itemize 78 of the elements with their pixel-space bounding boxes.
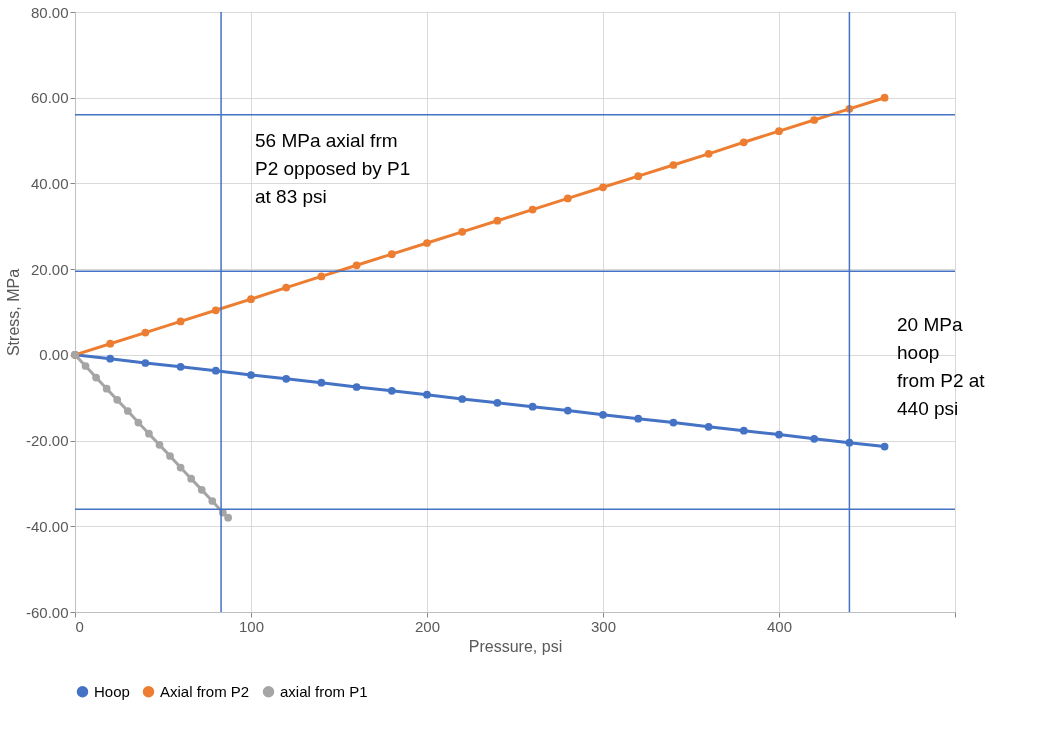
point xyxy=(141,328,150,337)
point xyxy=(423,239,431,247)
point xyxy=(141,359,150,367)
point xyxy=(166,452,174,460)
x-tick-label: 200 xyxy=(414,617,441,635)
point xyxy=(669,161,678,169)
point xyxy=(211,306,220,315)
point xyxy=(599,183,607,192)
point xyxy=(599,410,607,419)
point xyxy=(458,395,467,403)
point xyxy=(352,261,361,270)
point xyxy=(317,272,326,281)
x-tick-label: 300 xyxy=(590,617,617,635)
point xyxy=(493,216,502,225)
point xyxy=(880,93,889,102)
point xyxy=(176,362,185,371)
point xyxy=(197,485,206,494)
point xyxy=(634,172,643,181)
point xyxy=(247,371,255,379)
point xyxy=(775,430,783,439)
point xyxy=(113,395,122,404)
point xyxy=(634,414,643,423)
point xyxy=(106,354,115,363)
point xyxy=(282,374,291,383)
point xyxy=(704,149,713,158)
annotation: 20 MPa hoop from P2 at 440 psi xyxy=(897,314,986,419)
point xyxy=(92,373,100,382)
y-tick-label: -40.00 xyxy=(25,517,69,535)
point xyxy=(563,194,572,203)
point xyxy=(387,250,396,259)
y-tick-label: -60.00 xyxy=(25,603,69,621)
point xyxy=(528,205,537,214)
point xyxy=(247,295,255,304)
point xyxy=(775,127,783,136)
point xyxy=(102,384,111,393)
point xyxy=(704,422,713,431)
point xyxy=(739,138,748,147)
point xyxy=(123,407,132,415)
y-tick-label: 20.00 xyxy=(30,260,69,278)
legend-label: Hoop xyxy=(94,682,130,700)
x-axis-title: Pressure, psi xyxy=(468,637,563,655)
point xyxy=(423,390,431,399)
point xyxy=(211,366,220,375)
point xyxy=(528,402,537,411)
point xyxy=(669,418,678,427)
y-tick-label: 80.00 xyxy=(30,3,69,21)
point xyxy=(134,418,143,427)
point xyxy=(106,339,115,348)
annotation: 56 MPa axial frm P2 opposed by P1 at 83 psi xyxy=(255,130,411,207)
point xyxy=(563,406,572,415)
y-tick-label: 60.00 xyxy=(30,89,69,107)
point xyxy=(282,283,291,292)
point xyxy=(176,463,185,472)
point xyxy=(810,434,819,443)
point xyxy=(176,317,185,326)
legend-label: Axial from P2 xyxy=(160,682,250,700)
point xyxy=(145,429,153,438)
point xyxy=(187,474,196,483)
point xyxy=(224,513,232,522)
point xyxy=(739,426,748,435)
x-tick-label: 400 xyxy=(766,617,793,635)
point xyxy=(493,398,502,407)
point xyxy=(458,227,467,236)
x-tick-label: 0 xyxy=(75,617,84,635)
y-axis-title: Stress, MPa xyxy=(4,268,22,357)
point xyxy=(810,116,819,124)
point xyxy=(155,440,164,449)
point xyxy=(880,442,889,451)
point xyxy=(387,386,396,395)
point xyxy=(81,362,90,370)
point xyxy=(317,378,326,387)
x-tick-label: 100 xyxy=(238,617,265,635)
y-tick-label: 40.00 xyxy=(30,174,69,192)
y-tick-label: 0.00 xyxy=(39,346,69,364)
point xyxy=(352,383,361,391)
y-tick-label: -20.00 xyxy=(25,432,69,450)
legend-label: axial from P1 xyxy=(280,682,368,700)
point xyxy=(208,497,217,505)
